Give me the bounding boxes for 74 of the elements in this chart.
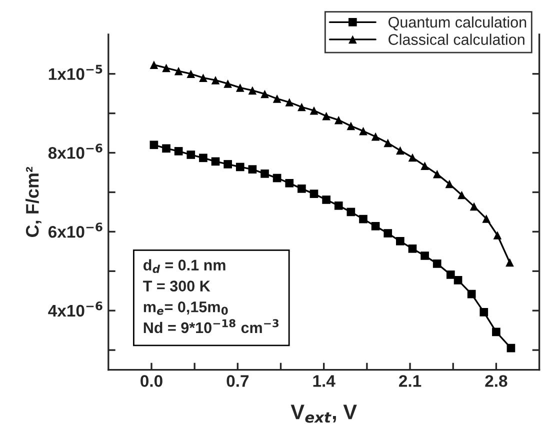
point <box>480 308 488 316</box>
point <box>445 180 454 188</box>
point <box>384 229 392 238</box>
point <box>186 70 196 78</box>
point <box>298 184 306 193</box>
point <box>420 162 429 170</box>
point <box>458 190 466 200</box>
point <box>310 190 318 198</box>
point <box>396 236 404 246</box>
point <box>150 140 158 150</box>
point <box>334 201 343 210</box>
point <box>211 157 220 166</box>
y-tick-label: 4x10$^{−6}$ <box>48 301 102 317</box>
point <box>186 150 196 159</box>
text: d$_{d}$ = 0.1 nm T = 300 K m$_{e}$= 0,15m$_{0}$ Nd = 9*10$^{−18}$ cm$^{−3}$ <box>143 259 279 334</box>
x-tick-label: 2.8 <box>485 375 508 387</box>
point <box>432 259 442 268</box>
point <box>446 270 455 279</box>
y-tick-label: 1x10$^{−5}$ <box>48 64 102 80</box>
point <box>396 146 404 155</box>
y-tick-label: 6x10$^{−6}$ <box>48 222 102 238</box>
point <box>248 86 257 95</box>
point <box>224 80 232 88</box>
point <box>408 153 417 162</box>
x-tick-label: 2.1 <box>399 375 422 387</box>
point <box>492 328 500 336</box>
point <box>408 244 417 253</box>
point <box>482 214 491 223</box>
x-axis-title: V$_{ext}$, V <box>290 404 357 423</box>
point <box>248 165 257 174</box>
point <box>334 116 343 124</box>
point <box>272 94 282 103</box>
y-axis-title: C, F/cm² <box>25 166 42 237</box>
point <box>420 252 429 260</box>
point <box>272 174 282 182</box>
point <box>162 64 170 72</box>
point <box>384 138 392 148</box>
point <box>359 214 368 224</box>
point <box>150 60 158 69</box>
point <box>371 222 380 230</box>
point <box>199 154 208 162</box>
x-tick-label: 0.0 <box>140 375 162 387</box>
y-tick-label: 8x10$^{−6}$ <box>48 144 102 159</box>
legend-label: Quantum calculation <box>388 16 526 30</box>
point <box>467 290 476 298</box>
point <box>260 90 269 98</box>
point <box>310 106 318 115</box>
x-tick-label: 1.4 <box>313 375 336 387</box>
x-tick-label: 0.7 <box>226 375 249 387</box>
legend-label: Classical calculation <box>388 34 524 45</box>
point <box>211 76 220 84</box>
point <box>371 132 380 141</box>
point <box>493 231 502 240</box>
point <box>346 122 356 130</box>
point <box>236 162 244 172</box>
point <box>506 258 514 267</box>
point <box>162 144 170 153</box>
point <box>298 102 306 112</box>
point <box>260 170 269 178</box>
point <box>470 202 478 211</box>
point <box>322 196 330 204</box>
point <box>285 98 294 106</box>
point <box>454 276 462 284</box>
point <box>346 208 356 216</box>
point <box>199 74 208 82</box>
point <box>432 170 442 178</box>
point <box>174 66 183 76</box>
point <box>359 126 368 136</box>
point <box>224 160 232 168</box>
point <box>506 344 516 352</box>
point <box>322 112 330 120</box>
point <box>285 178 294 188</box>
point <box>174 147 183 156</box>
point <box>236 84 244 92</box>
